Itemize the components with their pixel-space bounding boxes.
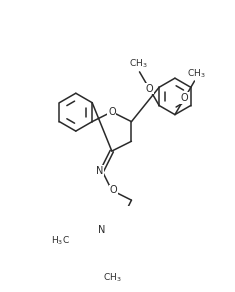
Text: O: O bbox=[110, 185, 117, 195]
Text: O: O bbox=[181, 93, 188, 103]
Text: N: N bbox=[95, 166, 103, 176]
Text: N: N bbox=[98, 225, 106, 234]
Text: O: O bbox=[145, 84, 153, 94]
Text: CH$_3$: CH$_3$ bbox=[187, 67, 205, 79]
Text: O: O bbox=[108, 107, 116, 117]
Text: H$_3$C: H$_3$C bbox=[51, 234, 70, 247]
Text: CH$_3$: CH$_3$ bbox=[129, 58, 147, 70]
Text: CH$_3$: CH$_3$ bbox=[102, 272, 121, 284]
